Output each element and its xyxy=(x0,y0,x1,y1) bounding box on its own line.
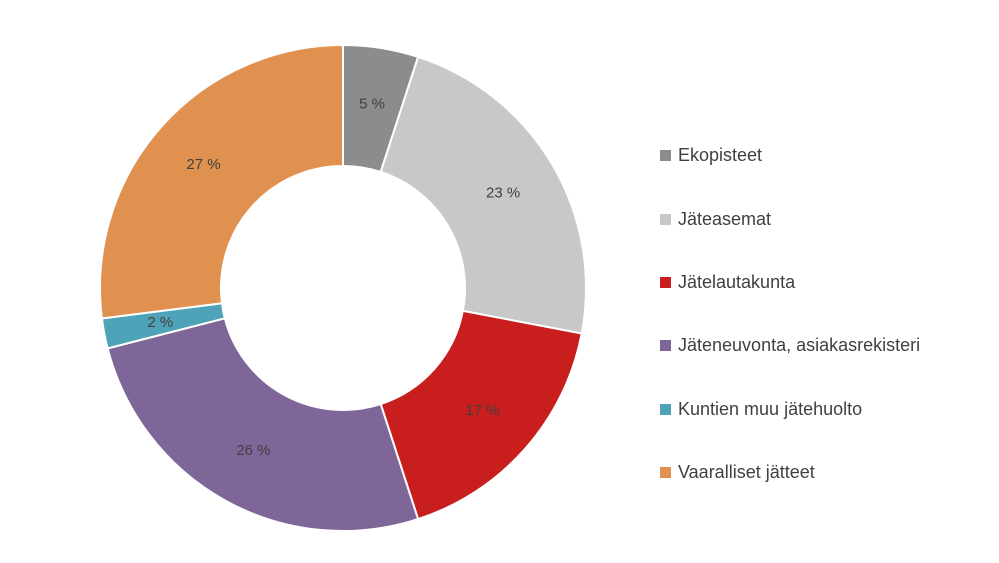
legend: Ekopisteet Jäteasemat Jätelautakunta Jät… xyxy=(660,124,920,504)
slice-1 xyxy=(379,55,587,335)
slice-label-2: 17 % xyxy=(465,402,499,419)
legend-swatch xyxy=(660,213,671,225)
slice-3 xyxy=(106,317,420,532)
legend-label: Jätelautakunta xyxy=(678,271,796,292)
legend-item-kuntien-muu: Kuntien muu jätehuolto xyxy=(660,378,920,441)
legend-item-ekopisteet: Ekopisteet xyxy=(660,124,920,187)
slice-label-0: 5 % xyxy=(359,95,385,112)
legend-item-vaaralliset: Vaaralliset jätteet xyxy=(660,441,920,504)
legend-label: Vaaralliset jätteet xyxy=(678,462,815,483)
legend-label: Jäteasemat xyxy=(678,208,772,229)
slice-label-3: 26 % xyxy=(236,442,270,459)
slice-label-1: 23 % xyxy=(486,184,520,201)
legend-swatch xyxy=(660,276,671,288)
legend-swatch xyxy=(660,467,671,479)
legend-label: Ekopisteet xyxy=(678,145,763,166)
slice-2 xyxy=(379,309,583,521)
slice-5 xyxy=(99,43,344,320)
legend-item-jateneuvonta: Jäteneuvonta, asiakasrekisteri xyxy=(660,314,920,377)
legend-swatch xyxy=(660,150,671,162)
legend-label: Kuntien muu jätehuolto xyxy=(678,398,863,419)
legend-item-jatelautakunta: Jätelautakunta xyxy=(660,251,920,314)
legend-item-jateasemat: Jäteasemat xyxy=(660,187,920,250)
slice-label-5: 27 % xyxy=(186,156,220,173)
legend-label: Jäteneuvonta, asiakasrekisteri xyxy=(678,335,921,356)
legend-swatch xyxy=(660,340,671,352)
legend-swatch xyxy=(660,403,671,415)
slice-label-4: 2 % xyxy=(147,314,173,331)
